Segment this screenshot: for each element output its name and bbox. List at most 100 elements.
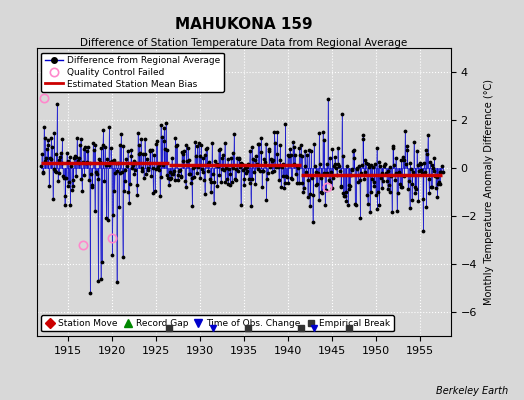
- Point: [67, 163, 75, 170]
- Point: [44, 141, 52, 148]
- Point: [166, 176, 174, 183]
- Point: [79, 159, 87, 166]
- Point: [316, 161, 324, 167]
- Point: [138, 165, 147, 171]
- Point: [51, 169, 60, 176]
- Point: [140, 136, 149, 142]
- Point: [375, 159, 383, 165]
- Point: [209, 171, 217, 177]
- Point: [347, 167, 356, 174]
- Title: MAHUKONA 159: MAHUKONA 159: [175, 16, 312, 32]
- Point: [355, 163, 363, 170]
- Point: [59, 172, 67, 179]
- Point: [271, 140, 279, 146]
- Point: [183, 158, 191, 164]
- Point: [366, 209, 374, 215]
- Point: [255, 141, 263, 147]
- Point: [435, 181, 444, 187]
- Point: [263, 176, 271, 182]
- Point: [70, 154, 78, 161]
- Point: [243, 167, 252, 174]
- Point: [424, 132, 432, 138]
- Point: [230, 130, 238, 137]
- Point: [339, 190, 347, 197]
- Point: [92, 168, 100, 175]
- Point: [239, 166, 247, 173]
- Point: [76, 142, 84, 148]
- Point: [81, 144, 89, 150]
- Point: [331, 154, 339, 160]
- Point: [220, 167, 228, 174]
- Point: [196, 152, 204, 159]
- Point: [161, 146, 169, 152]
- Point: [212, 162, 220, 168]
- Point: [428, 161, 436, 168]
- Point: [123, 163, 131, 170]
- Point: [387, 173, 396, 180]
- Point: [173, 177, 182, 184]
- Point: [294, 164, 302, 171]
- Point: [391, 177, 399, 183]
- Point: [170, 176, 179, 183]
- Point: [115, 204, 123, 210]
- Point: [170, 168, 178, 174]
- Point: [256, 148, 265, 155]
- Point: [427, 184, 435, 190]
- Point: [285, 152, 293, 159]
- Point: [189, 164, 197, 171]
- Point: [258, 168, 267, 174]
- Point: [286, 146, 294, 152]
- Point: [303, 193, 312, 200]
- Point: [49, 166, 58, 173]
- Point: [433, 194, 442, 200]
- Point: [192, 170, 201, 176]
- Point: [411, 184, 420, 190]
- Point: [389, 142, 398, 149]
- Point: [295, 145, 303, 151]
- Point: [151, 166, 160, 172]
- Point: [348, 166, 356, 173]
- Point: [201, 152, 210, 158]
- Point: [325, 155, 334, 162]
- Point: [409, 169, 418, 176]
- Point: [248, 176, 257, 182]
- Point: [333, 144, 342, 151]
- Point: [208, 140, 216, 146]
- Point: [366, 162, 375, 168]
- Point: [43, 137, 52, 144]
- Point: [195, 175, 204, 182]
- Point: [369, 183, 378, 190]
- Point: [277, 184, 285, 190]
- Point: [311, 169, 320, 175]
- Point: [391, 155, 400, 161]
- Point: [279, 160, 288, 167]
- Point: [146, 147, 154, 154]
- Point: [66, 202, 74, 208]
- Point: [413, 148, 421, 154]
- Point: [108, 251, 116, 258]
- Point: [222, 165, 230, 171]
- Point: [192, 152, 200, 159]
- Point: [373, 205, 381, 212]
- Point: [200, 177, 208, 183]
- Point: [134, 130, 142, 136]
- Point: [419, 196, 427, 202]
- Point: [335, 168, 344, 174]
- Point: [344, 202, 352, 208]
- Point: [307, 148, 315, 154]
- Point: [203, 160, 212, 167]
- Point: [121, 167, 129, 173]
- Point: [190, 174, 198, 180]
- Point: [402, 160, 410, 167]
- Point: [425, 190, 433, 196]
- Point: [376, 163, 385, 169]
- Point: [221, 179, 230, 185]
- Point: [169, 171, 178, 177]
- Point: [190, 164, 199, 170]
- Point: [370, 178, 378, 185]
- Point: [212, 161, 221, 167]
- Point: [99, 141, 107, 148]
- Point: [133, 192, 141, 198]
- Point: [176, 166, 184, 173]
- Point: [43, 146, 51, 152]
